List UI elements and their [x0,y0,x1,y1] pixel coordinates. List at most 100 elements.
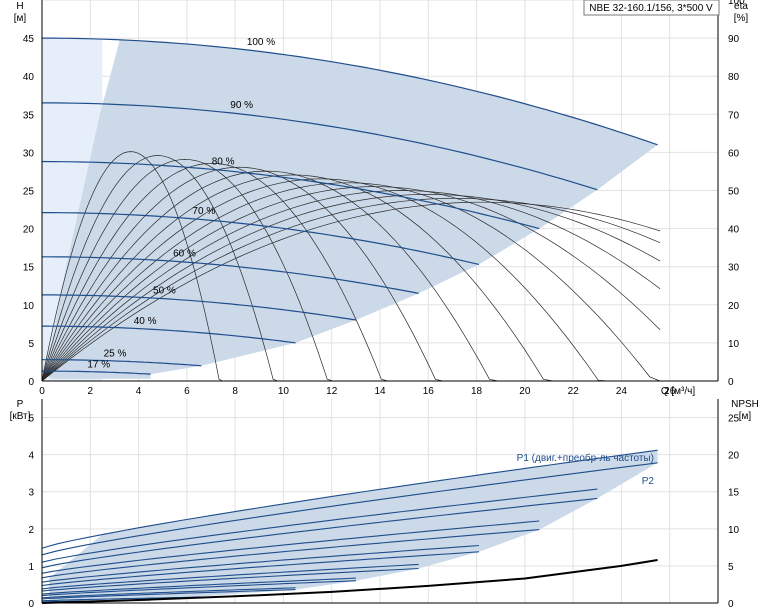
x-tick-label: 26 [664,386,676,397]
x-tick-label: 10 [278,386,290,397]
head-curve-label: 50 % [153,285,176,296]
x-tick-label: 22 [568,386,580,397]
efficiency-curve [41,190,661,382]
y-right-tick-label: 10 [728,339,740,350]
x-tick-label: 8 [232,386,238,397]
y-left-tick-label: 15 [23,263,35,274]
power-curve [41,563,419,590]
y-right-tick-label: 90 [728,34,740,45]
y-right-tick-label: 70 [728,110,740,121]
p1-label: P1 (двиг.+преобр-ль частоты) [517,452,654,464]
efficiency-curve [41,166,496,382]
y-left-tick-label: 5 [28,339,34,350]
head-curve [42,294,356,321]
efficiency-curve [41,151,247,382]
head-curve [42,212,480,265]
y-left-unit-bottom: [кВт] [10,411,31,422]
x-tick-label: 2 [88,386,94,397]
power-curve [41,577,356,595]
head-curve-label: 100 % [247,37,275,48]
x-tick-label: 4 [136,386,142,397]
power-curve [41,596,202,602]
x-tick-label: 6 [184,386,190,397]
head-curve [41,160,540,230]
x-tick-label: 16 [423,386,435,397]
head-curve [42,37,658,146]
efficiency-curve [41,201,661,382]
power-curve [41,587,296,599]
npsh-curve [41,559,658,604]
model-title: NBE 32-160.1/156, 3*500 V [589,3,713,14]
x-tick-label: 14 [374,386,386,397]
x-tick-label: 12 [326,386,338,397]
y-left-tick-label: 4 [28,451,34,462]
y-left-title-top: H [16,1,23,12]
efficiency-curve [41,174,621,382]
y-left-tick-label: 0 [28,599,34,610]
y-right-tick-label: 0 [728,599,734,610]
y-right-tick-label: 10 [728,525,740,536]
y-right-tick-label: 100 [728,0,745,7]
efficiency-curve [41,194,661,382]
x-tick-label: 24 [616,386,628,397]
power-curve [41,462,658,556]
head-curve [42,359,202,367]
y-left-tick-label: 35 [23,110,35,121]
y-right-tick-label: 40 [728,225,740,236]
x-axis-label-top: Q [м³/ч] [661,386,696,397]
p2-label: P2 [642,476,655,487]
x-tick-label: 18 [471,386,483,397]
head-curve-label: 17 % [87,359,110,370]
power-curve [41,449,658,549]
efficiency-curve [41,159,372,382]
efficiency-curve [41,197,661,382]
power-curve [41,589,296,600]
x-tick-label: 20 [519,386,531,397]
y-right-tick-label: 25 [728,414,740,425]
y-left-tick-label: 2 [28,525,34,536]
y-left-tick-label: 40 [23,72,35,83]
y-right-tick-label: 80 [728,72,740,83]
head-curve-label: 40 % [134,316,157,327]
power-curve [41,551,480,587]
y-left-tick-label: 3 [28,488,34,499]
head-curve-label: 80 % [212,156,235,167]
y-left-tick-label: 20 [23,225,35,236]
efficiency-curve [41,170,559,382]
y-right-title-bottom: NPSH [731,399,759,410]
chart-labels: H [м] eta [%] Q [м³/ч] P [кВт] NPSH [м] … [10,1,759,487]
y-left-tick-label: 25 [23,187,35,198]
head-curve [42,256,419,294]
power-curve [41,544,480,583]
head-curve [42,370,151,375]
head-curve-label: 60 % [173,249,196,260]
y-left-tick-label: 5 [28,414,34,425]
y-left-tick-label: 1 [28,562,34,573]
y-right-title-top: eta [734,1,748,12]
power-curve [41,497,598,569]
y-left-tick-label: 30 [23,148,35,159]
model-title-box: NBE 32-160.1/156, 3*500 V [583,0,720,16]
y-right-tick-label: 5 [728,562,734,573]
y-left-unit-top: [м] [14,13,27,24]
head-efficiency-panel: 100 %90 %80 %70 %60 %50 %40 %25 %17 %0 2 4… [23,0,745,397]
y-right-tick-label: 20 [728,301,740,312]
y-left-title-bottom: P [17,399,24,410]
y-right-tick-label: 20 [728,451,740,462]
head-curve-label: 70 % [192,206,215,217]
efficiency-curve [41,162,434,382]
y-left-tick-label: 45 [23,34,35,45]
power-curve [41,567,419,592]
y-left-tick-label: 10 [23,301,35,312]
y-right-unit-top: [%] [734,13,749,24]
operating-region [42,39,658,379]
y-right-tick-label: 30 [728,263,740,274]
y-right-tick-label: 50 [728,187,740,198]
y-right-tick-label: 0 [728,377,734,388]
y-right-tick-label: 15 [728,488,740,499]
y-right-unit-bottom: [м] [739,411,752,422]
power-curve [41,520,540,574]
x-tick-label: 0 [39,386,45,397]
head-curve-label: 25 % [104,348,127,359]
